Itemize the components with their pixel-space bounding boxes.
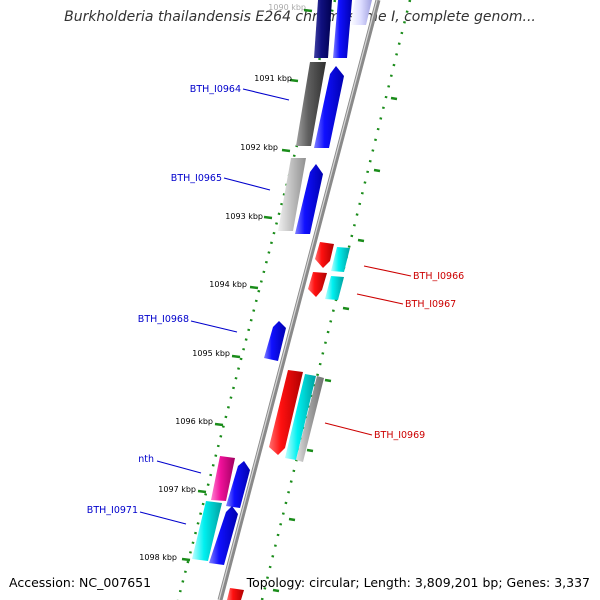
inner-tick-track	[176, 0, 337, 600]
feature-bth-i0965-arrow	[295, 164, 323, 234]
kbp-label: 1093 kbp	[225, 212, 263, 221]
gene-label-bth-i0968[interactable]: BTH_I0968	[138, 314, 189, 325]
kbp-label: 1092 kbp	[240, 143, 278, 152]
leader-bth-i0971	[139, 511, 187, 525]
feature-bth-i0965-grey	[278, 158, 306, 231]
feature-nth-arrow	[226, 461, 250, 508]
gene-label-bth-i0966[interactable]: BTH_I0966	[413, 271, 464, 282]
gene-label-nth[interactable]: nth	[138, 454, 154, 465]
cds-feature-top-pale	[350, 0, 372, 25]
kbp-label: 1098 kbp	[139, 553, 177, 562]
feature-bth-i0971-arrow	[209, 506, 238, 565]
feature-bottom-red	[227, 588, 244, 600]
cds-feature-top-right	[333, 0, 352, 58]
kbp-label: 1091 kbp	[254, 74, 292, 83]
feature-bth-i0966-cyan	[331, 247, 350, 272]
outer-tick-track	[260, 0, 412, 600]
feature-bth-i0966-red	[315, 242, 334, 268]
feature-bth-i0969-red	[269, 370, 303, 455]
leader-bth-i0966	[363, 265, 412, 277]
kbp-label: 1094 kbp	[209, 280, 247, 289]
leader-bth-i0969	[324, 422, 373, 436]
kbp-label: 1095 kbp	[192, 349, 230, 358]
leader-nth	[156, 460, 202, 474]
leader-bth-i0964	[242, 88, 290, 101]
feature-bth-i0969-cyan	[285, 374, 316, 460]
feature-bth-i0967-cyan	[325, 276, 344, 300]
feature-bth-i0967-red	[308, 272, 327, 297]
gene-label-bth-i0967[interactable]: BTH_I0967	[405, 299, 456, 310]
kbp-label: 1097 kbp	[158, 485, 196, 494]
gene-label-bth-i0965[interactable]: BTH_I0965	[171, 173, 222, 184]
feature-bth-i0968-arrow	[264, 321, 286, 361]
leader-bth-i0968	[190, 320, 238, 333]
gene-labels: BTH_I0964 BTH_I0965 BTH_I0966 BTH_I0967 …	[87, 84, 464, 516]
feature-bth-i0964-arrow	[314, 66, 344, 148]
accession-text: Accession: NC_007651	[9, 575, 152, 590]
genome-backbone	[217, 0, 381, 600]
inner-major-ticks	[181, 8, 313, 562]
map-title: Burkholderia thailandensis E264 chromoso…	[64, 9, 536, 25]
gene-label-bth-i0969[interactable]: BTH_I0969	[374, 430, 425, 441]
leader-bth-i0967	[356, 293, 404, 305]
cds-feature-top-left	[314, 0, 332, 58]
kbp-scale-labels: 1090 kbp 1091 kbp 1092 kbp 1093 kbp 1094…	[139, 3, 306, 562]
feature-bth-i0964-dark	[296, 62, 326, 146]
feature-bth-i0971-cyan	[192, 501, 222, 561]
outer-major-ticks	[272, 96, 398, 593]
kbp-label: 1090 kbp	[268, 3, 306, 12]
gene-label-bth-i0964[interactable]: BTH_I0964	[190, 84, 241, 95]
feature-bth-i0969-grey	[296, 376, 324, 462]
genome-summary-text: Topology: circular; Length: 3,809,201 bp…	[246, 575, 590, 590]
gene-label-bth-i0971[interactable]: BTH_I0971	[87, 505, 138, 516]
feature-nth-magenta	[211, 456, 235, 501]
kbp-label: 1096 kbp	[175, 417, 213, 426]
leader-bth-i0965	[223, 177, 271, 191]
